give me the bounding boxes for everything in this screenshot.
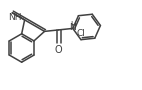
Text: N: N [69, 23, 76, 32]
Text: H: H [71, 21, 76, 30]
Text: Cl: Cl [77, 29, 85, 38]
Text: NH: NH [8, 13, 21, 22]
Text: O: O [55, 45, 62, 55]
